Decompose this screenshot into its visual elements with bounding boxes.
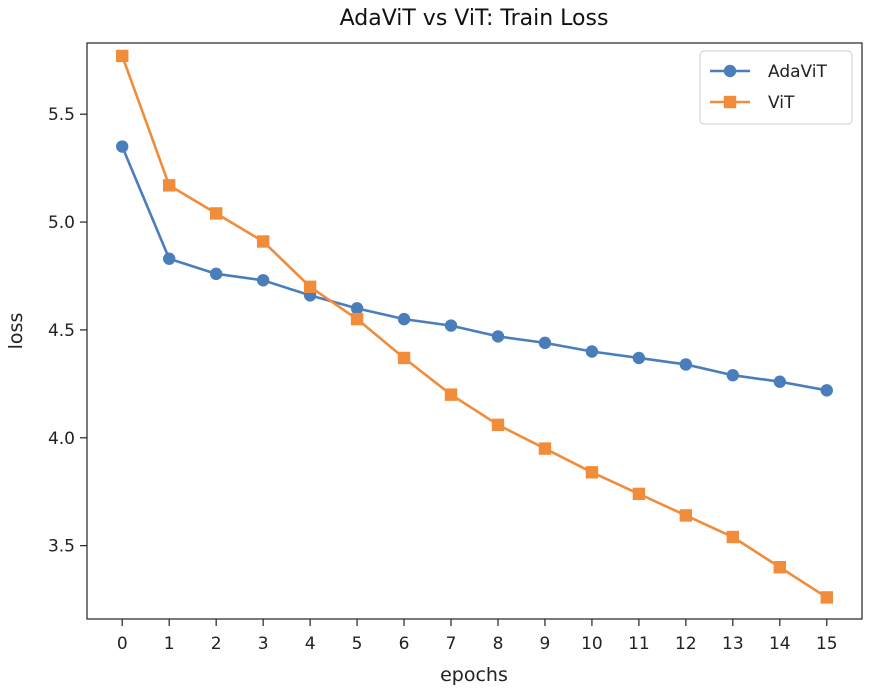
x-tick-label: 10	[581, 634, 603, 654]
data-point-adavit	[350, 302, 364, 315]
y-tick-label: 4.5	[48, 321, 75, 341]
x-tick-label: 5	[352, 634, 363, 654]
legend-marker-vit	[723, 95, 737, 109]
x-tick-label: 11	[628, 634, 650, 654]
series-vit	[116, 49, 833, 604]
data-point-adavit	[444, 319, 458, 332]
x-tick-label: 7	[446, 634, 457, 654]
x-tick-label: 6	[399, 634, 410, 654]
series-adavit	[116, 140, 833, 397]
y-tick-label: 5.0	[48, 213, 75, 233]
data-point-vit	[726, 530, 740, 544]
data-point-vit	[773, 561, 787, 574]
x-tick-label: 9	[540, 634, 551, 654]
data-point-vit	[585, 466, 599, 479]
data-point-vit	[491, 418, 505, 432]
legend-label-adavit: AdaViT	[768, 62, 828, 82]
series-line-vit	[121, 55, 828, 599]
data-point-vit	[679, 509, 693, 522]
data-point-vit	[209, 207, 223, 220]
data-point-vit	[256, 235, 270, 248]
legend-box	[699, 50, 853, 125]
x-tick-label: 15	[816, 634, 838, 654]
series-line-adavit	[121, 146, 828, 392]
x-tick-label: 1	[164, 634, 175, 654]
x-tick-label: 8	[493, 634, 504, 654]
legend-label-vit: ViT	[768, 93, 795, 113]
data-point-adavit	[116, 140, 129, 153]
y-axis-ticks: 3.5 4.0 4.5 5.0 5.5	[48, 105, 87, 557]
data-point-adavit	[726, 369, 740, 382]
data-point-vit	[820, 591, 833, 604]
x-axis-ticks: 0 1 2 3 4 5 6 7 8 9 10 11 12 13 14 15	[117, 619, 838, 654]
data-point-adavit	[397, 312, 411, 326]
y-tick-label: 5.5	[48, 105, 75, 125]
data-point-vit	[303, 280, 317, 293]
data-point-vit	[632, 487, 646, 501]
y-axis-label: loss	[5, 313, 27, 350]
data-point-vit	[162, 179, 176, 192]
x-tick-label: 4	[305, 634, 316, 654]
y-tick-label: 3.5	[48, 537, 75, 557]
chart-title: AdaViT vs ViT: Train Loss	[340, 6, 609, 31]
x-axis-label: epochs	[440, 664, 508, 686]
x-tick-label: 3	[258, 634, 269, 654]
x-tick-label: 0	[117, 634, 128, 654]
data-point-vit	[397, 351, 411, 365]
data-point-vit	[116, 49, 129, 63]
data-point-adavit	[632, 351, 646, 365]
x-tick-label: 13	[722, 634, 744, 654]
data-point-vit	[350, 312, 364, 326]
data-point-adavit	[162, 252, 176, 265]
data-point-adavit	[491, 330, 505, 343]
x-tick-label: 2	[211, 634, 222, 654]
data-point-adavit	[209, 267, 223, 281]
data-point-adavit	[820, 384, 833, 397]
plot-area-frame	[86, 42, 863, 620]
data-point-adavit	[256, 274, 270, 287]
legend-item-adavit: AdaViT	[710, 62, 828, 82]
data-point-adavit	[585, 345, 599, 358]
x-tick-label: 12	[675, 634, 697, 654]
series-layer	[116, 49, 833, 604]
legend-item-vit: ViT	[710, 93, 795, 113]
data-point-adavit	[538, 336, 552, 350]
data-point-adavit	[773, 375, 787, 388]
legend-marker-adavit	[723, 64, 737, 78]
data-point-vit	[444, 388, 458, 401]
data-point-vit	[538, 442, 552, 455]
data-point-adavit	[679, 358, 693, 371]
x-tick-label: 14	[769, 634, 791, 654]
y-tick-label: 4.0	[48, 429, 75, 449]
legend: AdaViT ViT	[699, 50, 853, 125]
